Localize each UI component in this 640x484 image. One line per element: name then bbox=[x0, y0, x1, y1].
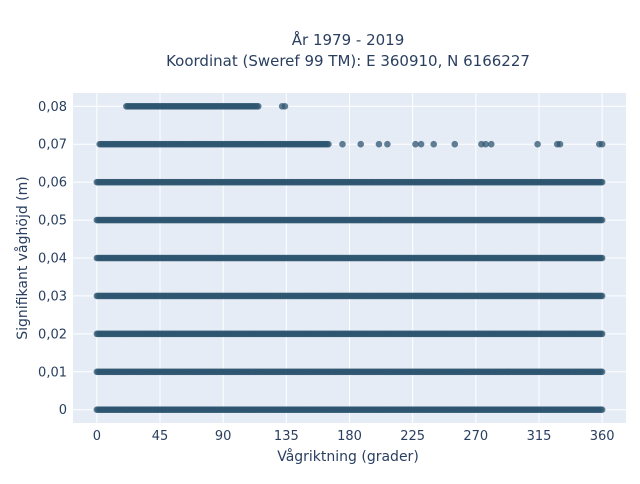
y-tick-label: 0,03 bbox=[38, 289, 67, 304]
x-tick-label: 270 bbox=[463, 429, 488, 444]
x-tick-label: 135 bbox=[274, 429, 299, 444]
data-point bbox=[451, 140, 459, 148]
data-point bbox=[598, 216, 606, 224]
y-tick-label: 0 bbox=[59, 403, 67, 418]
data-point bbox=[598, 254, 606, 262]
y-tick-labels: 0 0,01 0,02 0,03 0,04 0,05 0,06 0,07 0,08 bbox=[38, 100, 67, 418]
x-tick-labels: 0 45 90 135 180 225 270 315 360 bbox=[93, 429, 615, 444]
x-tick-label: 45 bbox=[152, 429, 169, 444]
x-tick-label: 360 bbox=[590, 429, 615, 444]
y-tick-label: 0,02 bbox=[38, 327, 67, 342]
data-point bbox=[384, 140, 391, 148]
y-axis-label: Signifikant våghöjd (m) bbox=[14, 176, 31, 339]
data-point bbox=[598, 406, 606, 414]
data-point bbox=[482, 140, 489, 148]
data-points bbox=[93, 102, 606, 414]
data-point bbox=[556, 140, 564, 148]
y-tick-label: 0,08 bbox=[38, 100, 67, 115]
chart-title: År 1979 - 2019 bbox=[292, 30, 405, 49]
y-tick-label: 0,06 bbox=[38, 176, 67, 191]
data-point bbox=[412, 140, 419, 148]
data-point bbox=[430, 140, 438, 148]
data-point bbox=[254, 102, 262, 110]
x-tick-label: 225 bbox=[400, 429, 425, 444]
chart-subtitle: Koordinat (Sweref 99 TM): E 360910, N 61… bbox=[166, 52, 530, 70]
data-point bbox=[598, 292, 606, 300]
x-tick-label: 315 bbox=[527, 429, 552, 444]
x-tick-label: 90 bbox=[215, 429, 232, 444]
data-point bbox=[534, 140, 541, 148]
data-point bbox=[598, 368, 606, 376]
data-point bbox=[487, 140, 495, 148]
y-tick-label: 0,05 bbox=[38, 214, 67, 229]
y-tick-label: 0,07 bbox=[38, 138, 67, 153]
data-point bbox=[598, 330, 606, 338]
data-point bbox=[375, 140, 383, 148]
y-tick-label: 0,04 bbox=[38, 252, 67, 267]
x-tick-label: 180 bbox=[337, 429, 362, 444]
data-point bbox=[598, 178, 606, 186]
data-point bbox=[325, 140, 332, 148]
x-axis-label: Vågriktning (grader) bbox=[277, 448, 419, 465]
data-point bbox=[339, 140, 346, 148]
data-point bbox=[598, 140, 606, 148]
y-tick-label: 0,01 bbox=[38, 365, 67, 380]
data-point bbox=[417, 140, 425, 148]
data-point bbox=[357, 140, 365, 148]
data-point bbox=[281, 102, 289, 110]
x-tick-label: 0 bbox=[93, 429, 101, 444]
